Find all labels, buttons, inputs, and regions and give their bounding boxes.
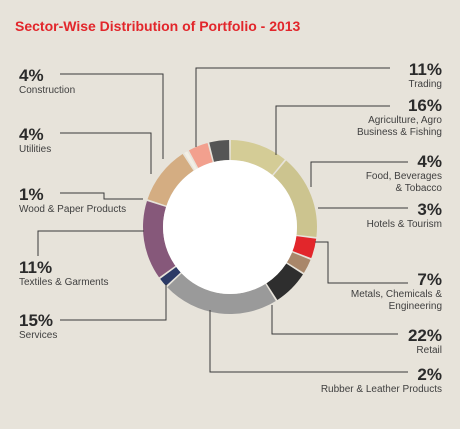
slice-hotels-tourism — [286, 252, 311, 273]
slice-label: 11% Trading — [408, 61, 442, 91]
slice-utilities — [188, 142, 213, 168]
slice-wood-paper-products — [184, 151, 198, 171]
slice-label: 4% Construction — [19, 67, 75, 97]
leader-line — [315, 241, 408, 284]
slice-name: Rubber & Leather Products — [320, 384, 442, 395]
slice-name: Hotels & Tourism — [366, 219, 442, 230]
slice-label: 16% Agriculture, Agro Business & Fishing — [357, 97, 442, 139]
slice-label: 22% Retail — [408, 327, 442, 357]
leader-line — [209, 310, 408, 373]
slice-percent: 7% — [417, 270, 442, 289]
slice-construction — [209, 140, 230, 162]
slice-agriculture-agro-business-fishing — [273, 160, 317, 237]
chart-title: Sector-Wise Distribution of Portfolio - … — [15, 18, 301, 34]
slice-name: Agriculture, Agro — [368, 115, 442, 126]
leader-line — [60, 132, 152, 174]
slice-name: Business & Fishing — [356, 127, 442, 138]
slice-label: 15% Services — [19, 312, 57, 342]
leader-line — [37, 230, 144, 256]
slice-percent: 15% — [19, 311, 54, 330]
leader-line — [275, 105, 390, 155]
slice-percent: 3% — [417, 200, 442, 219]
donut-slices — [143, 140, 317, 314]
slice-label: 7% Metals, Chemicals & Engineering — [351, 271, 442, 313]
slice-percent: 22% — [407, 326, 442, 345]
slice-name: & Tobacco — [395, 183, 442, 194]
slice-rubber-leather-products — [160, 266, 181, 286]
slice-percent: 11% — [19, 258, 53, 277]
slice-label: 2% Rubber & Leather Products — [321, 366, 442, 396]
leader-line — [310, 161, 408, 187]
slice-name: Utilities — [19, 144, 52, 155]
slice-percent: 4% — [417, 152, 442, 171]
slice-label: 3% Hotels & Tourism — [367, 201, 442, 231]
slice-trading — [230, 140, 285, 175]
slice-metals-chemicals-engineering — [266, 263, 303, 300]
slice-name: Wood & Paper Products — [19, 204, 127, 215]
slice-name: Engineering — [388, 301, 442, 312]
slice-label: 11% Textiles & Garments — [19, 259, 108, 289]
slice-name: Trading — [408, 79, 442, 90]
slice-percent: 11% — [408, 60, 442, 79]
slice-name: Services — [19, 330, 58, 341]
leader-line — [271, 305, 398, 335]
leader-line — [60, 192, 143, 200]
leader-line — [195, 67, 390, 147]
slice-name: Food, Beverages — [365, 171, 442, 182]
slice-percent: 1% — [19, 185, 44, 204]
slice-label: 4% Food, Beverages & Tobacco — [366, 153, 442, 195]
slice-label: 4% Utilities — [19, 126, 51, 156]
slice-services — [143, 200, 176, 278]
slice-percent: 4% — [19, 66, 44, 85]
slice-textiles-garments — [147, 154, 194, 206]
slice-percent: 4% — [19, 125, 44, 144]
slice-name: Metals, Chemicals & — [350, 289, 442, 300]
leader-lines — [37, 67, 408, 373]
slice-name: Retail — [416, 345, 442, 356]
leader-line — [60, 284, 167, 321]
slice-name: Textiles & Garments — [19, 277, 109, 288]
slice-food-beverages-tobacco — [292, 236, 317, 259]
slice-percent: 2% — [417, 365, 442, 384]
slice-label: 1% Wood & Paper Products — [19, 186, 126, 216]
slice-name: Construction — [19, 85, 76, 96]
donut-hole — [163, 160, 297, 294]
slice-percent: 16% — [407, 96, 442, 115]
leader-line — [60, 73, 164, 159]
slice-retail — [167, 273, 276, 314]
